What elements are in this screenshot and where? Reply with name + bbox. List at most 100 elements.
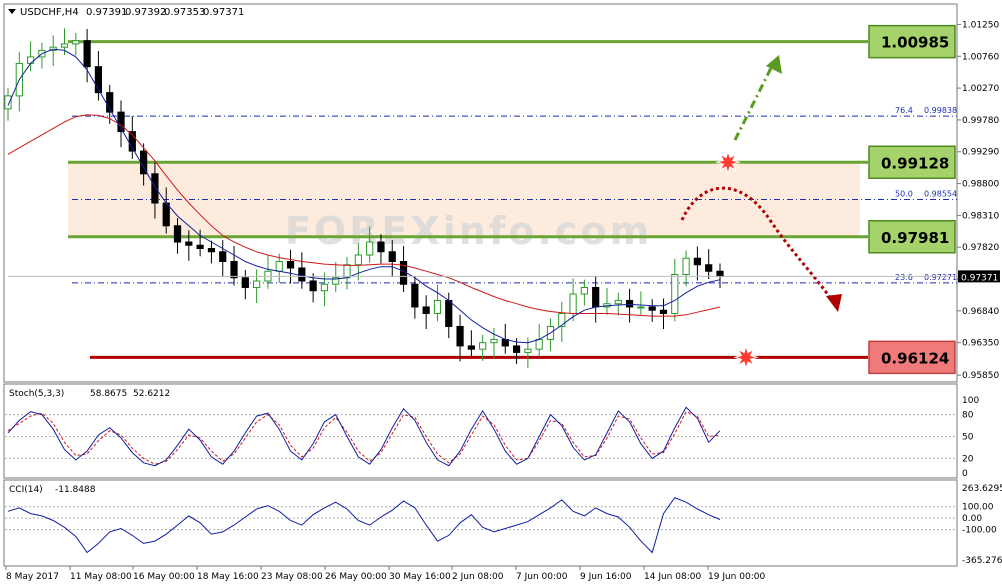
- cci-tick-label: 100.00: [962, 503, 994, 513]
- candle-body: [433, 299, 442, 314]
- candle-body: [241, 277, 249, 288]
- bullish-arrow-head: [766, 55, 782, 74]
- level-label: 0.99128: [881, 154, 949, 172]
- candle-body: [490, 338, 498, 344]
- fib-ratio-label: 50.0: [895, 190, 913, 199]
- stoch-tick-label: 20: [962, 454, 974, 464]
- price-tick-label: 0.97820: [962, 243, 999, 253]
- stoch-name: Stoch(5,3,3): [9, 389, 64, 399]
- candle-body: [275, 260, 283, 272]
- fast-ma-line: [7, 48, 721, 344]
- stoch-main-value: 58.8675: [90, 389, 127, 399]
- moving-averages-layer: [7, 48, 721, 344]
- level-box: [868, 340, 956, 375]
- level-label: 1.00985: [881, 34, 949, 52]
- candle-body: [207, 248, 216, 253]
- candle-body: [445, 299, 453, 327]
- watermark-text: FOREXinfo.com: [285, 209, 652, 253]
- price-tick-label: 0.98800: [962, 180, 999, 190]
- symbol-label: USDCHF,H4: [20, 7, 79, 18]
- time-tick-label: 18 May 16:00: [197, 572, 259, 582]
- stoch-tick-label: 0: [962, 469, 968, 479]
- cci-tick-label: 263.6295: [962, 484, 1002, 494]
- fib-ratio-label: 76.4: [895, 106, 913, 115]
- level-label: 0.97981: [881, 229, 949, 247]
- candle-body: [524, 348, 532, 353]
- cci-name: CCI(14): [9, 485, 43, 495]
- candle-body: [558, 312, 566, 327]
- cci-panel-frame: [3, 479, 958, 567]
- candle-body: [72, 40, 80, 45]
- price-tick-label: 1.00270: [962, 84, 999, 94]
- price-tick-label: 0.95850: [962, 371, 999, 381]
- candle-body: [411, 283, 419, 308]
- current-price-box: [958, 270, 1000, 283]
- bearish-arrow-head: [826, 294, 842, 312]
- candle-body: [366, 241, 374, 256]
- candle-body: [467, 345, 475, 350]
- candle-body: [230, 260, 238, 279]
- candle-body: [614, 299, 622, 305]
- candle-body: [535, 338, 543, 350]
- candle-body: [343, 264, 351, 279]
- current-price-label: 0.97371: [961, 273, 998, 283]
- candle-body: [219, 251, 227, 262]
- time-tick-label: 19 Jun 00:00: [708, 572, 765, 582]
- candles-layer: [4, 28, 724, 369]
- stoch-signal-line: [7, 411, 721, 465]
- stoch-signal-value: 52.6212: [133, 389, 170, 399]
- candle-body: [309, 280, 317, 292]
- time-axis-layer: 8 May 2017 11 May 08:00 16 May 00:00 18 May…: [5, 566, 765, 582]
- fib-ratio-label: 23.6: [895, 273, 913, 282]
- candle-body: [648, 306, 656, 311]
- candle-body: [332, 277, 340, 285]
- candle-body: [128, 131, 136, 152]
- breakdown-burst-icon: [733, 344, 759, 371]
- candle-body: [693, 257, 702, 266]
- candle-body: [173, 225, 182, 243]
- price-tick-label: 0.96350: [962, 339, 999, 349]
- stoch-layer: 100 80 50 20 0: [5, 396, 979, 479]
- price-tick-label: 1.01250: [962, 20, 999, 30]
- candle-body: [501, 338, 509, 347]
- candle-body: [117, 111, 125, 133]
- collapse-arrow-icon[interactable]: [8, 9, 16, 14]
- ohlc-low: 0.97353: [164, 7, 205, 18]
- candle-body: [162, 202, 170, 227]
- level-box: [868, 220, 956, 254]
- level-box: [868, 24, 956, 59]
- candle-body: [377, 241, 385, 253]
- stoch-tick-label: 50: [962, 433, 974, 443]
- cci-tick-label: 0.00: [962, 514, 982, 524]
- candle-body: [185, 241, 193, 246]
- time-tick-label: 7 Jun 00:00: [516, 572, 568, 582]
- candle-body: [592, 286, 600, 308]
- candle-body: [479, 342, 487, 350]
- candle-body: [151, 173, 159, 204]
- level-label: 0.96124: [881, 349, 949, 367]
- time-tick-label: 2 Jun 08:00: [452, 572, 504, 582]
- candle-body: [705, 264, 713, 272]
- time-tick-label: 8 May 2017: [6, 572, 59, 582]
- annotations-layer: [680, 55, 842, 371]
- candle-body: [625, 299, 634, 308]
- candle-body: [716, 270, 724, 277]
- fib-price-label: 0.99838: [924, 106, 957, 115]
- candle-body: [682, 257, 690, 275]
- candle-body: [60, 43, 69, 48]
- time-tick-label: 14 Jun 08:00: [644, 572, 701, 582]
- candle-body: [196, 244, 204, 250]
- slow-ma-line: [7, 114, 721, 317]
- candle-body: [83, 40, 91, 68]
- candle-body: [671, 273, 679, 314]
- candle-body: [94, 66, 103, 94]
- candle-body: [320, 283, 329, 292]
- cci-tick-label: -100.00: [962, 526, 997, 536]
- candle-body: [4, 95, 12, 110]
- candle-body: [354, 254, 362, 266]
- stoch-tick-label: 100: [962, 396, 979, 406]
- candle-body: [388, 251, 396, 262]
- fib-price-label: 0.98554: [924, 190, 957, 199]
- candle-body: [286, 260, 295, 269]
